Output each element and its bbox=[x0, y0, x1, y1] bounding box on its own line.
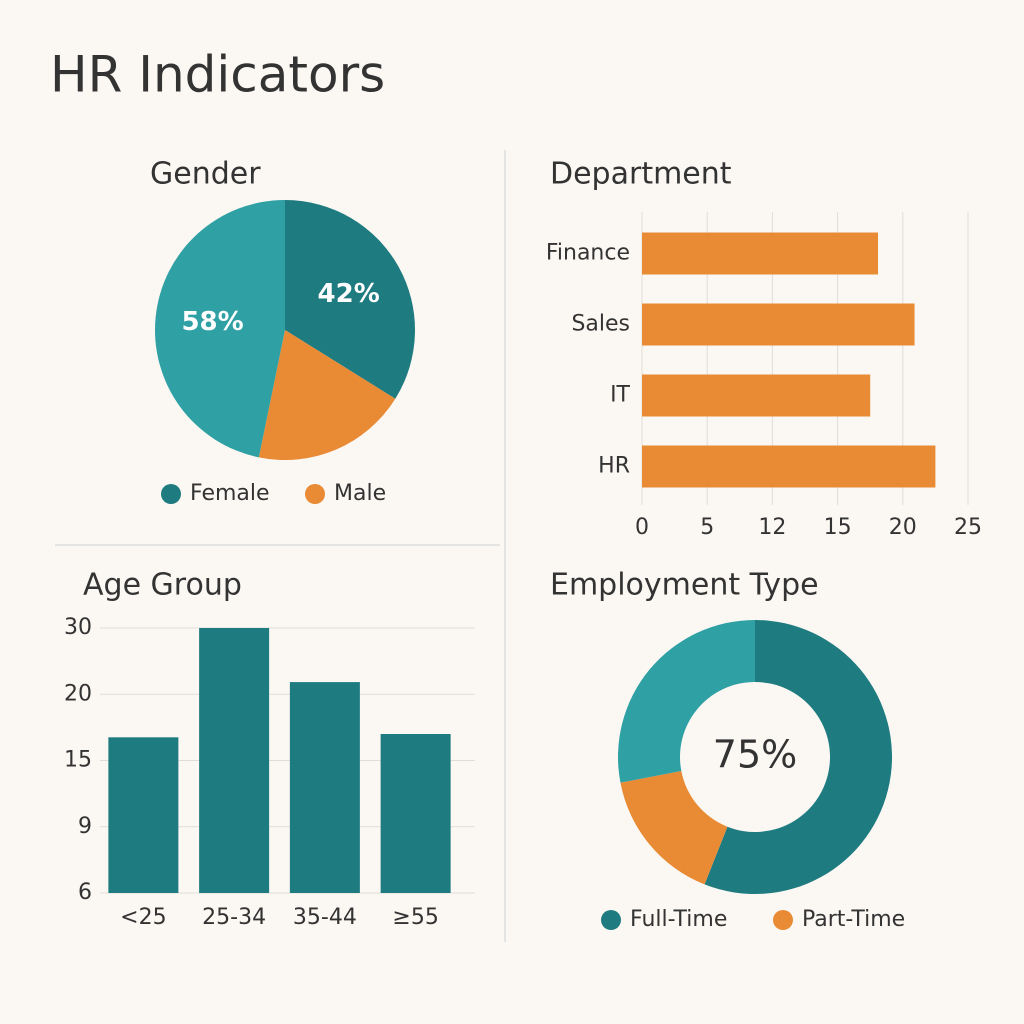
y-tick-label: 6 bbox=[78, 880, 92, 905]
center-label: 75% bbox=[713, 733, 797, 777]
slice bbox=[258, 330, 396, 460]
slice bbox=[620, 771, 728, 885]
bar bbox=[199, 628, 270, 893]
x-tick-label: 5 bbox=[700, 515, 714, 540]
legend-label: Female bbox=[190, 481, 270, 506]
x-tick-label: 0 bbox=[635, 515, 649, 540]
x-tick-label: 15 bbox=[824, 515, 852, 540]
x-tick-label: 25 bbox=[954, 515, 982, 540]
value-label: 58% bbox=[181, 307, 243, 337]
page-title: HR Indicators bbox=[50, 46, 385, 104]
x-tick-label: 20 bbox=[889, 515, 917, 540]
legend-label: Full-Time bbox=[630, 907, 727, 932]
bar bbox=[380, 734, 451, 893]
bar bbox=[642, 303, 915, 346]
chart-title: Department bbox=[550, 157, 732, 192]
category-label: Sales bbox=[571, 312, 630, 337]
chart-title: Age Group bbox=[83, 568, 242, 603]
bar bbox=[108, 737, 179, 893]
x-tick-label: 12 bbox=[758, 515, 786, 540]
x-tick-label: <25 bbox=[120, 905, 166, 930]
y-tick-label: 15 bbox=[64, 748, 92, 773]
category-label: Finance bbox=[546, 241, 630, 266]
category-label: IT bbox=[610, 383, 630, 408]
y-tick-label: 30 bbox=[64, 615, 92, 640]
value-label: 42% bbox=[318, 279, 380, 309]
x-tick-label: 25-34 bbox=[202, 905, 266, 930]
bar bbox=[642, 374, 871, 417]
y-tick-label: 9 bbox=[78, 814, 92, 839]
y-tick-label: 20 bbox=[64, 681, 92, 706]
legend-label: Part-Time bbox=[802, 907, 905, 932]
legend-label: Male bbox=[334, 481, 386, 506]
legend-swatch bbox=[305, 484, 325, 504]
bar bbox=[642, 445, 936, 488]
slice bbox=[285, 200, 415, 399]
category-label: HR bbox=[598, 454, 630, 479]
slice bbox=[618, 620, 755, 783]
bar bbox=[289, 682, 360, 893]
legend-swatch bbox=[601, 910, 621, 930]
slice bbox=[704, 620, 892, 894]
legend-swatch bbox=[161, 484, 181, 504]
chart-title: Employment Type bbox=[550, 568, 819, 603]
bar bbox=[642, 232, 879, 275]
x-tick-label: ≥55 bbox=[392, 905, 438, 930]
chart-title: Gender bbox=[150, 157, 261, 192]
legend-swatch bbox=[773, 910, 793, 930]
slice bbox=[155, 200, 285, 458]
x-tick-label: 35-44 bbox=[293, 905, 357, 930]
